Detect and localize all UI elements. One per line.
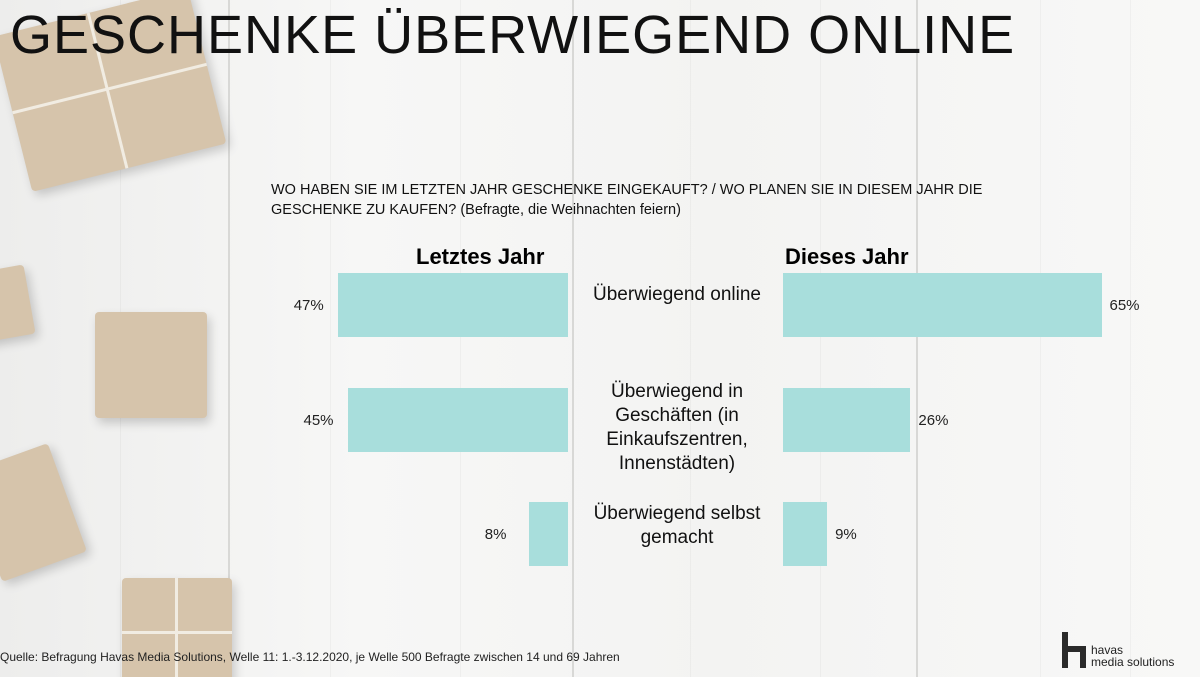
havas-logo: havas media solutions [1062,632,1197,672]
value-label-this-year-1: 26% [918,412,949,429]
logo-line-1: havas [1091,643,1124,657]
page-title: GESCHENKE ÜBERWIEGEND ONLINE [10,5,1016,65]
gift-box-decoration [0,443,87,582]
source-note: Quelle: Befragung Havas Media Solutions,… [0,650,620,664]
value-label-this-year-0: 65% [1109,297,1140,314]
value-label-last-year-2: 8% [484,526,507,543]
bar-this-year-2 [783,502,828,566]
value-label-last-year-1: 45% [303,412,334,429]
category-label-0: Überwiegend online [593,284,761,305]
bar-this-year-0 [783,273,1102,337]
value-label-this-year-2: 9% [835,526,857,543]
value-label-last-year-0: 47% [293,297,324,314]
bar-last-year-1 [347,388,568,452]
logo-line-2: media solutions [1091,655,1175,669]
bar-last-year-2 [528,502,568,566]
havas-h-icon [1062,632,1086,668]
category-label-2: Überwiegend selbst gemacht [593,503,761,548]
gift-box-decoration [95,312,207,418]
gift-box-decoration [0,264,36,346]
series-header-last-year: Letztes Jahr [416,244,545,269]
bar-last-year-0 [337,273,568,337]
series-header-this-year: Dieses Jahr [785,244,909,269]
gift-box-decoration [122,578,232,677]
category-label-1: Überwiegend in Geschäften (in Einkaufsze… [606,381,748,474]
survey-question: WO HABEN SIE IM LETZTEN JAHR GESCHENKE E… [271,182,983,218]
bar-this-year-1 [783,388,911,452]
